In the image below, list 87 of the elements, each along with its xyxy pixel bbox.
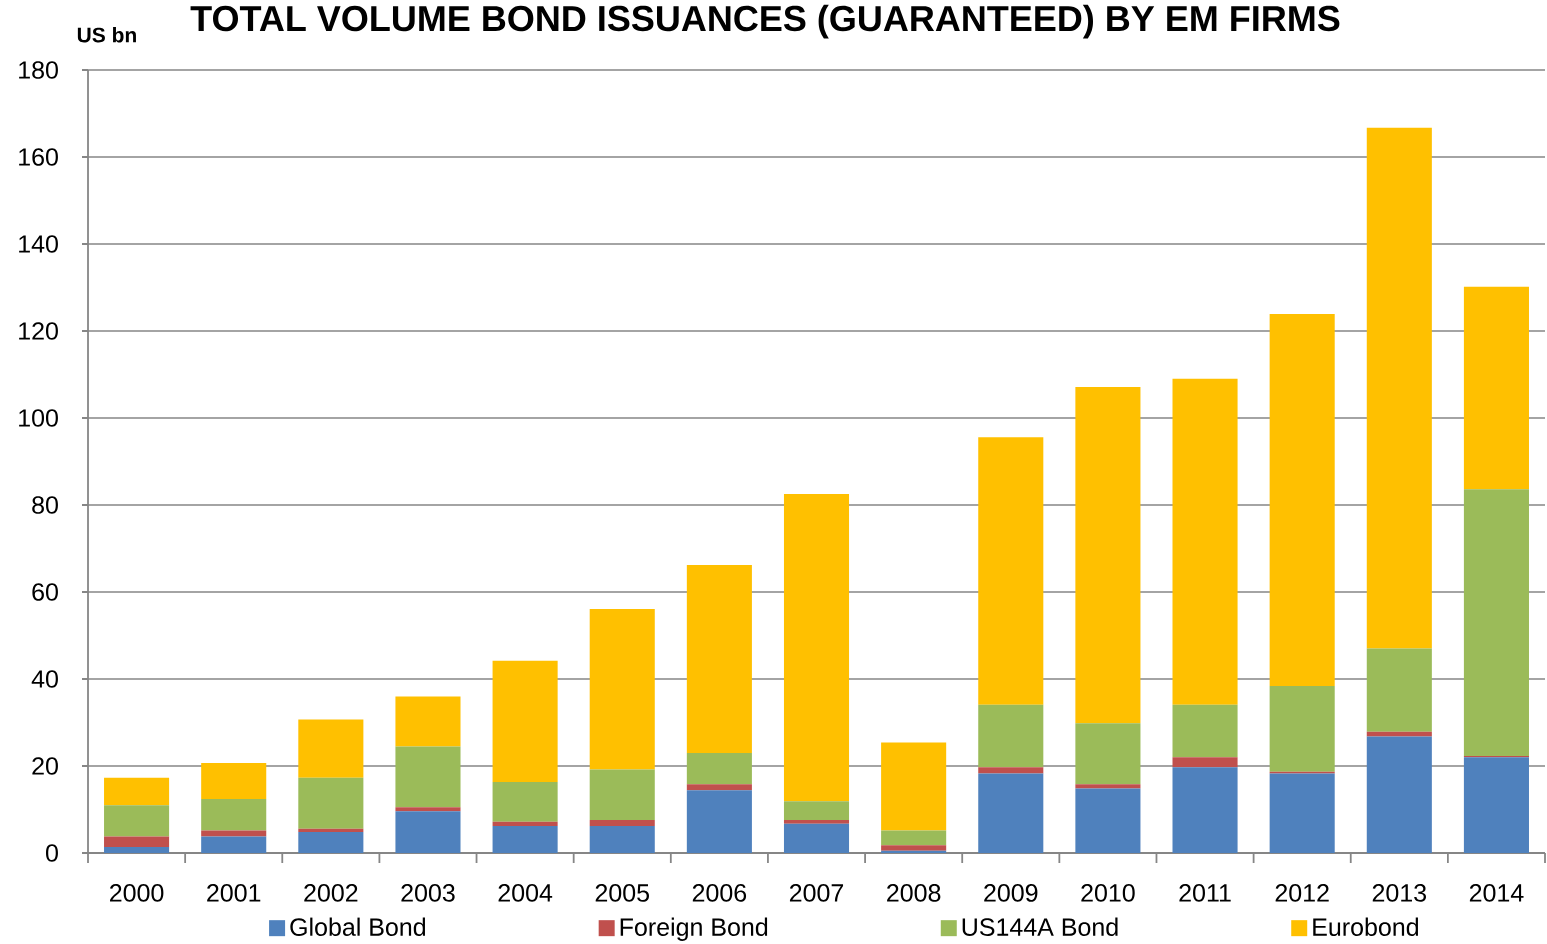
y-tick-label: 80 xyxy=(32,496,58,514)
y-tick-label: 60 xyxy=(32,583,58,601)
bar xyxy=(1172,767,1238,853)
bar xyxy=(492,826,558,853)
bar xyxy=(201,762,267,800)
legend-label: Global Bond xyxy=(290,917,426,936)
x-tick-label: 2007 xyxy=(789,884,844,902)
bar xyxy=(686,784,752,791)
x-tick-label: 2012 xyxy=(1275,884,1329,902)
bar xyxy=(1366,648,1432,732)
x-tick-label: 2003 xyxy=(401,884,455,902)
bar xyxy=(589,608,655,770)
bar xyxy=(201,799,267,831)
bar xyxy=(978,704,1044,768)
x-tick-label: 2014 xyxy=(1469,884,1524,902)
x-tick-label: 2010 xyxy=(1081,884,1135,902)
bar xyxy=(589,826,655,853)
x-tick-label: 2001 xyxy=(207,884,261,902)
bar xyxy=(1269,314,1335,686)
bar xyxy=(978,767,1044,774)
x-tick-label: 2006 xyxy=(692,884,747,902)
bar xyxy=(783,801,850,820)
y-tick-label: 160 xyxy=(19,148,58,166)
bar xyxy=(1075,723,1141,785)
bar xyxy=(1075,387,1141,724)
bar xyxy=(395,696,461,747)
chart-title: TOTAL VOLUME BOND ISSUANCES (GUARANTEED) BY EM FIRMS xyxy=(190,4,1340,39)
y-tick-label: 140 xyxy=(19,235,58,253)
legend-label: US144A Bond xyxy=(962,917,1118,936)
bar xyxy=(686,790,752,853)
y-axis-title: US bn xyxy=(77,27,136,43)
bar xyxy=(492,821,558,827)
bar xyxy=(104,805,170,837)
bar xyxy=(1269,773,1335,853)
bar xyxy=(1172,757,1238,768)
bar xyxy=(1075,784,1141,789)
bar xyxy=(298,777,364,829)
bar xyxy=(1366,736,1432,853)
bar xyxy=(201,830,267,837)
bar xyxy=(1075,788,1141,853)
bar xyxy=(1463,757,1529,853)
x-tick-label: 2002 xyxy=(304,884,358,902)
x-tick-label: 2009 xyxy=(984,884,1038,902)
bar xyxy=(1172,704,1238,758)
bar xyxy=(1463,489,1529,756)
bar xyxy=(589,769,655,820)
y-tick-label: 120 xyxy=(19,322,58,340)
x-tick-label: 2004 xyxy=(498,884,553,902)
bar xyxy=(492,660,558,783)
bar xyxy=(1269,685,1335,772)
bar xyxy=(201,836,267,853)
bar xyxy=(686,752,752,785)
bar xyxy=(104,846,170,853)
bar xyxy=(978,773,1044,853)
bar xyxy=(881,845,947,851)
bar xyxy=(978,437,1044,705)
bar xyxy=(1172,378,1238,705)
bar xyxy=(104,836,170,847)
bar xyxy=(881,830,947,846)
y-tick-label: 0 xyxy=(46,844,58,862)
bar xyxy=(783,494,850,802)
bar xyxy=(298,719,364,778)
bar xyxy=(589,819,655,827)
y-tick-label: 20 xyxy=(32,757,58,775)
x-tick-label: 2011 xyxy=(1179,884,1231,902)
bar xyxy=(395,811,461,853)
y-tick-label: 100 xyxy=(19,409,58,427)
bar xyxy=(395,807,461,812)
x-tick-label: 2008 xyxy=(887,884,941,902)
bar xyxy=(1463,286,1529,490)
x-tick-label: 2013 xyxy=(1372,884,1426,902)
bar xyxy=(783,819,850,824)
bar xyxy=(881,742,947,831)
bar xyxy=(395,746,461,808)
bar xyxy=(492,782,558,822)
legend-label: Foreign Bond xyxy=(620,917,768,941)
bar xyxy=(783,823,850,853)
x-tick-label: 2000 xyxy=(110,884,164,902)
x-tick-label: 2005 xyxy=(595,884,649,902)
bar xyxy=(298,832,364,853)
bar xyxy=(1366,127,1432,649)
bar xyxy=(686,565,752,753)
y-tick-label: 180 xyxy=(19,61,58,79)
legend-label: Eurobond xyxy=(1313,917,1419,936)
bar xyxy=(104,777,170,806)
y-tick-label: 40 xyxy=(31,670,58,688)
bar xyxy=(881,850,947,853)
